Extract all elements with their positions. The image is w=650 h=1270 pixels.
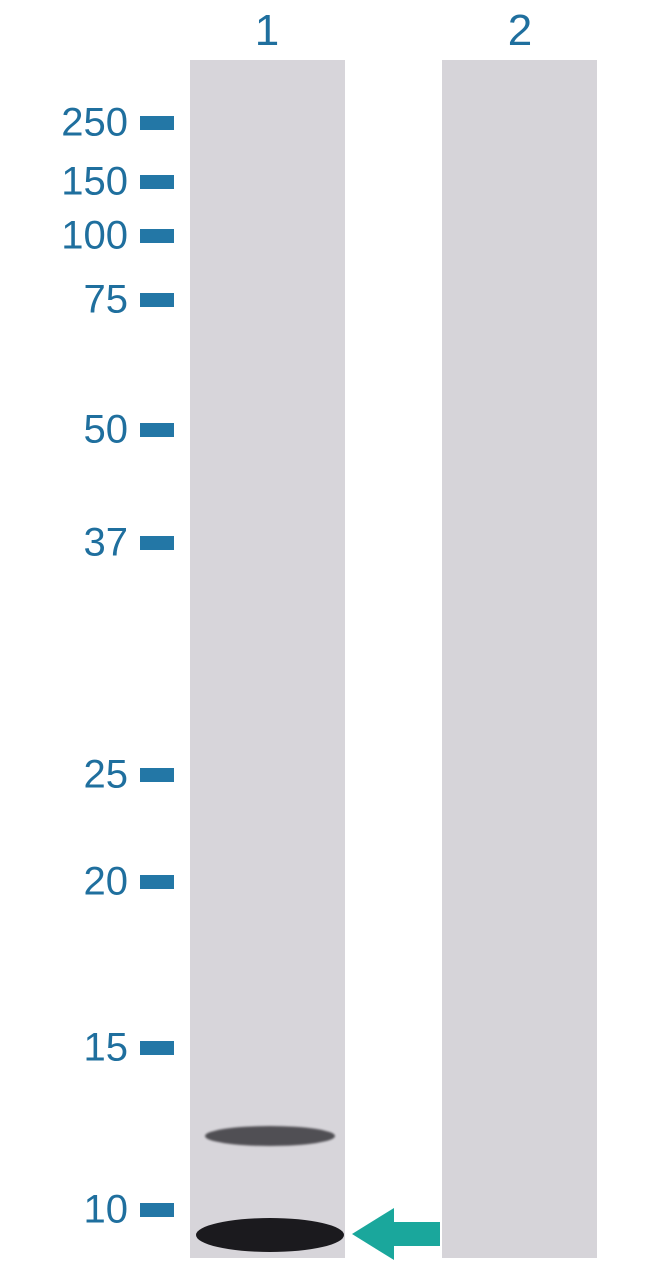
mw-marker-label: 250 (61, 101, 128, 146)
lane-1 (190, 60, 345, 1258)
band-upper (205, 1126, 335, 1146)
mw-marker-tick (140, 536, 174, 550)
mw-marker-label: 25 (84, 753, 129, 798)
lane-2-label: 2 (508, 6, 532, 56)
mw-marker-label: 10 (84, 1188, 129, 1233)
mw-marker-label: 100 (61, 214, 128, 259)
mw-marker-tick (140, 293, 174, 307)
indicator-arrow-icon (352, 1208, 394, 1260)
mw-marker-label: 75 (84, 278, 129, 323)
mw-marker-tick (140, 1041, 174, 1055)
western-blot-figure: 1 2 250 150 100 75 50 37 25 20 15 10 (0, 0, 650, 1270)
mw-marker-label: 50 (84, 408, 129, 453)
indicator-arrow-stem (392, 1222, 440, 1246)
mw-marker-tick (140, 1203, 174, 1217)
mw-marker-tick (140, 229, 174, 243)
mw-marker-label: 20 (84, 860, 129, 905)
mw-marker-label: 150 (61, 160, 128, 205)
band-main (196, 1218, 344, 1252)
lane-1-label: 1 (255, 6, 279, 56)
mw-marker-tick (140, 875, 174, 889)
lane-2 (442, 60, 597, 1258)
mw-marker-tick (140, 175, 174, 189)
mw-marker-label: 37 (84, 521, 129, 566)
mw-marker-tick (140, 116, 174, 130)
mw-marker-label: 15 (84, 1026, 129, 1071)
mw-marker-tick (140, 423, 174, 437)
mw-marker-tick (140, 768, 174, 782)
